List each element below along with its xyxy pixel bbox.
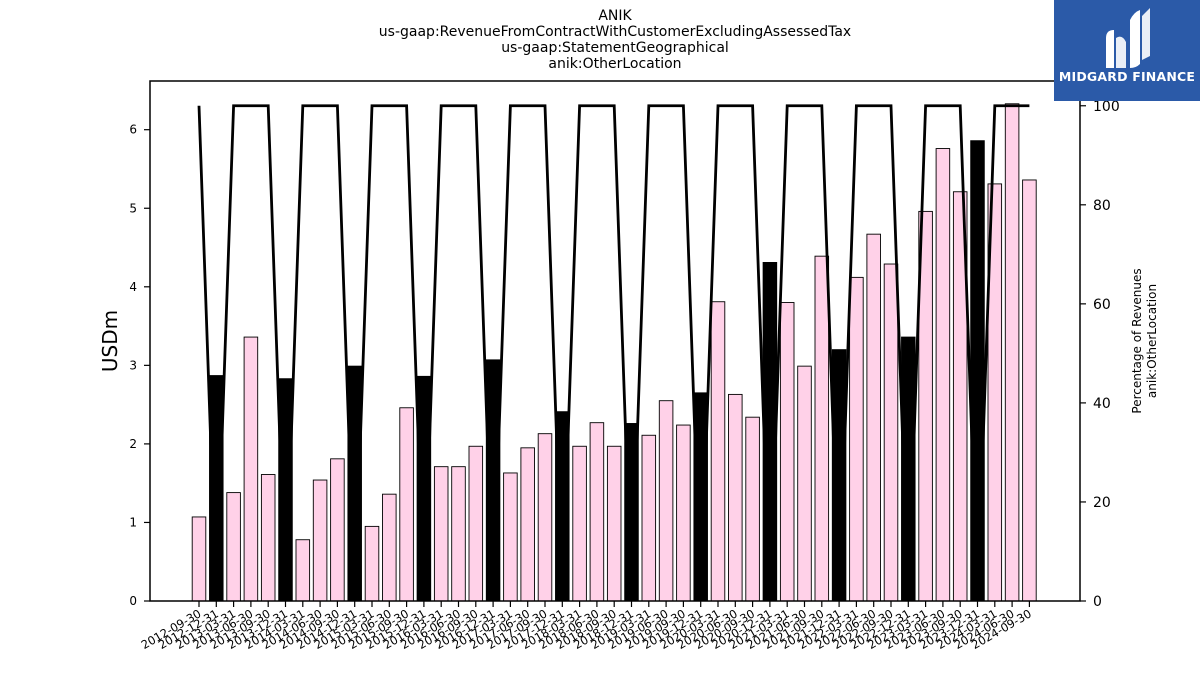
y-axis-label: USDm xyxy=(98,310,122,372)
y-tick-label: 2 xyxy=(129,437,137,451)
bar xyxy=(399,407,414,602)
percentage-line xyxy=(197,104,1030,602)
bar-annual xyxy=(970,140,985,602)
bar xyxy=(1022,179,1037,602)
chart-title-line: anik:OtherLocation xyxy=(548,56,681,72)
x-axis: 2012-09-302012-12-312013-03-312013-06-30… xyxy=(139,601,1034,652)
bar xyxy=(797,365,812,602)
bar xyxy=(433,466,449,602)
midgard-logo-icon xyxy=(1106,8,1150,68)
chart-title-line: us-gaap:RevenueFromContractWithCustomerE… xyxy=(379,24,851,40)
bar xyxy=(728,393,743,602)
bar xyxy=(935,148,951,602)
bar xyxy=(260,474,276,602)
bar xyxy=(191,516,207,602)
plot-frame xyxy=(149,80,1081,602)
bar xyxy=(537,433,553,602)
bar xyxy=(572,445,587,602)
y-tick-label: 1 xyxy=(129,515,137,529)
bar xyxy=(589,422,605,602)
y-right-tick-label: 100 xyxy=(1093,99,1120,115)
brand-logo: MIDGARD FINANCE xyxy=(1054,0,1200,101)
y-tick-label: 5 xyxy=(129,201,137,215)
y-axis-right: 0 20 40 60 80 100 xyxy=(1080,99,1120,610)
bar xyxy=(364,525,380,602)
bar xyxy=(520,447,535,602)
y-tick-label: 6 xyxy=(129,123,137,137)
y-axis-left: 0 1 2 3 4 5 6 xyxy=(129,123,150,608)
bar xyxy=(849,276,864,602)
chart-title-line: us-gaap:StatementGeographical xyxy=(501,40,729,56)
bar xyxy=(883,263,899,602)
chart-title-line: ANIK xyxy=(598,8,632,24)
bar xyxy=(382,493,397,602)
bar xyxy=(676,424,691,602)
bar xyxy=(606,445,622,602)
bar xyxy=(468,445,484,602)
y-axis-right-label-line-2: anik:OtherLocation xyxy=(1145,284,1159,398)
bar xyxy=(658,400,674,602)
y-right-tick-label: 0 xyxy=(1093,594,1102,610)
bar xyxy=(243,336,259,602)
y-tick-label: 0 xyxy=(129,594,137,608)
y-axis-right-label-line-1: Percentage of Revenues xyxy=(1130,268,1144,413)
bar xyxy=(814,255,830,602)
y-right-tick-label: 60 xyxy=(1093,297,1111,313)
bar xyxy=(745,416,760,602)
y-right-tick-label: 40 xyxy=(1093,396,1111,412)
bar xyxy=(451,466,466,602)
bar xyxy=(312,479,328,602)
y-right-tick-label: 20 xyxy=(1093,495,1111,511)
bar xyxy=(295,539,311,602)
bar xyxy=(1004,103,1020,602)
brand-name: MIDGARD FINANCE xyxy=(1058,69,1196,84)
bar xyxy=(866,233,881,602)
bar xyxy=(779,302,795,602)
bar xyxy=(710,301,726,602)
bar xyxy=(641,434,657,602)
chart-title: ANIKus-gaap:RevenueFromContractWithCusto… xyxy=(379,8,851,72)
y-tick-label: 3 xyxy=(129,358,137,372)
y-right-tick-label: 80 xyxy=(1093,198,1111,214)
y-tick-label: 4 xyxy=(129,280,137,294)
bar xyxy=(503,472,518,602)
bar xyxy=(330,458,345,602)
bar xyxy=(226,492,241,602)
percentage-line-path xyxy=(197,104,1030,602)
y-axis-right-label: Percentage of Revenues anik:OtherLocatio… xyxy=(1130,268,1159,413)
